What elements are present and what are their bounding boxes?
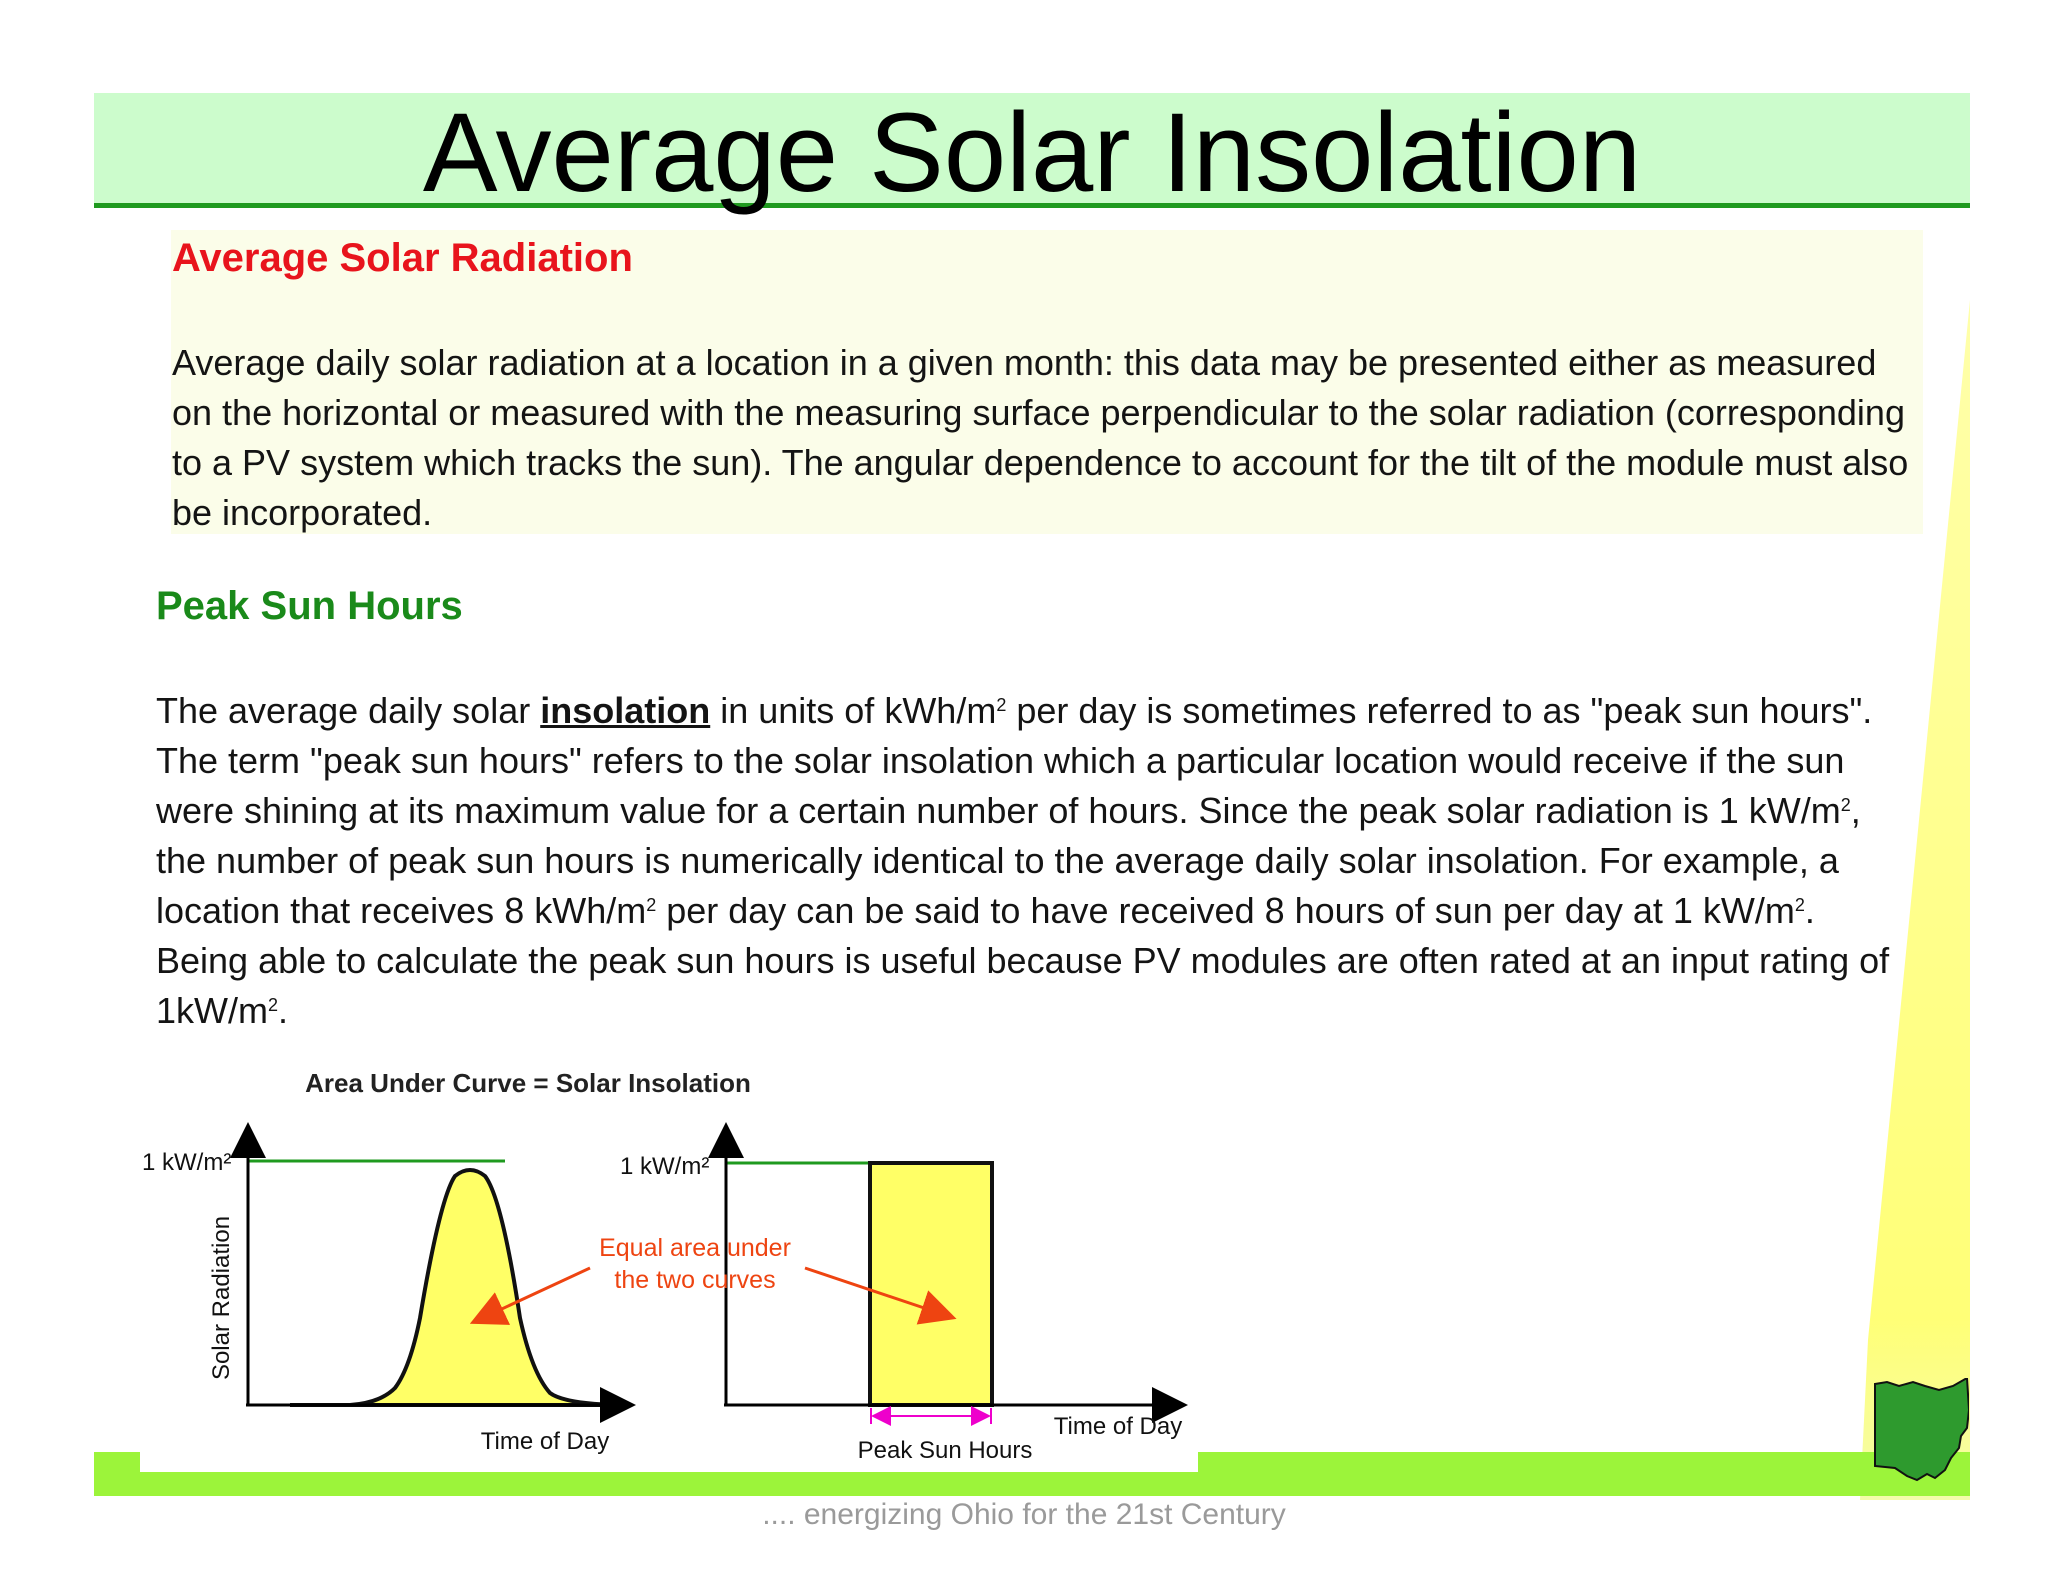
superscript: 2 xyxy=(1840,795,1851,815)
superscript: 2 xyxy=(646,895,657,915)
section-heading-radiation: Average Solar Radiation xyxy=(172,236,633,280)
title-band xyxy=(94,93,1970,203)
right-y-tick-label: 1 kW/m² xyxy=(620,1153,709,1180)
left-axis-label: Solar Radiation xyxy=(208,1216,235,1380)
text-run: , the number of peak sun hours is numeri… xyxy=(156,790,1861,931)
section-body-peak-sun-hours: The average daily solar insolation in un… xyxy=(156,686,1896,1036)
title-rule xyxy=(94,203,1970,208)
text-run: in units of kWh/m xyxy=(710,690,997,731)
sun-beam-decoration xyxy=(1860,300,1970,1500)
text-run: per day is sometimes referred to as "pea… xyxy=(156,690,1873,831)
superscript: 2 xyxy=(1794,895,1805,915)
peak-sun-hours-diagram: Area Under Curve = Solar Insolation 1 kW… xyxy=(140,1068,1198,1472)
radiation-panel xyxy=(171,230,1923,534)
text-run: . Being able to calculate the peak sun h… xyxy=(156,890,1890,1031)
left-y-tick-label: 1 kW/m² xyxy=(142,1149,231,1176)
annotation-arrow-right xyxy=(804,1266,957,1325)
text-run: . xyxy=(278,990,289,1031)
section-heading-peak-sun-hours: Peak Sun Hours xyxy=(156,584,463,628)
annotation-arrow-left xyxy=(469,1266,591,1325)
left-x-axis-label: Time of Day xyxy=(481,1428,609,1455)
peak-sun-rectangle xyxy=(868,1161,994,1407)
annotation-line-2: the two curves xyxy=(614,1266,775,1294)
section-body-radiation: Average daily solar radiation at a locat… xyxy=(172,342,1909,533)
superscript: 2 xyxy=(996,695,1007,715)
annotation-line-1: Equal area under xyxy=(599,1234,791,1262)
right-x-axis-label: Time of Day xyxy=(1054,1413,1182,1440)
page-title: Average Solar Insolation xyxy=(422,90,1642,215)
radiation-curve xyxy=(290,1168,621,1407)
text-run: The average daily solar xyxy=(156,690,541,731)
ohio-map-icon xyxy=(1874,1378,1969,1482)
footer-tagline: .... energizing Ohio for the 21st Centur… xyxy=(762,1498,1286,1531)
diagram-title: Area Under Curve = Solar Insolation xyxy=(305,1068,751,1098)
superscript: 2 xyxy=(268,995,279,1015)
text-run: per day can be said to have received 8 h… xyxy=(656,890,1795,931)
bracket-label: Peak Sun Hours xyxy=(858,1437,1033,1464)
insolation-link[interactable]: insolation xyxy=(540,690,711,731)
